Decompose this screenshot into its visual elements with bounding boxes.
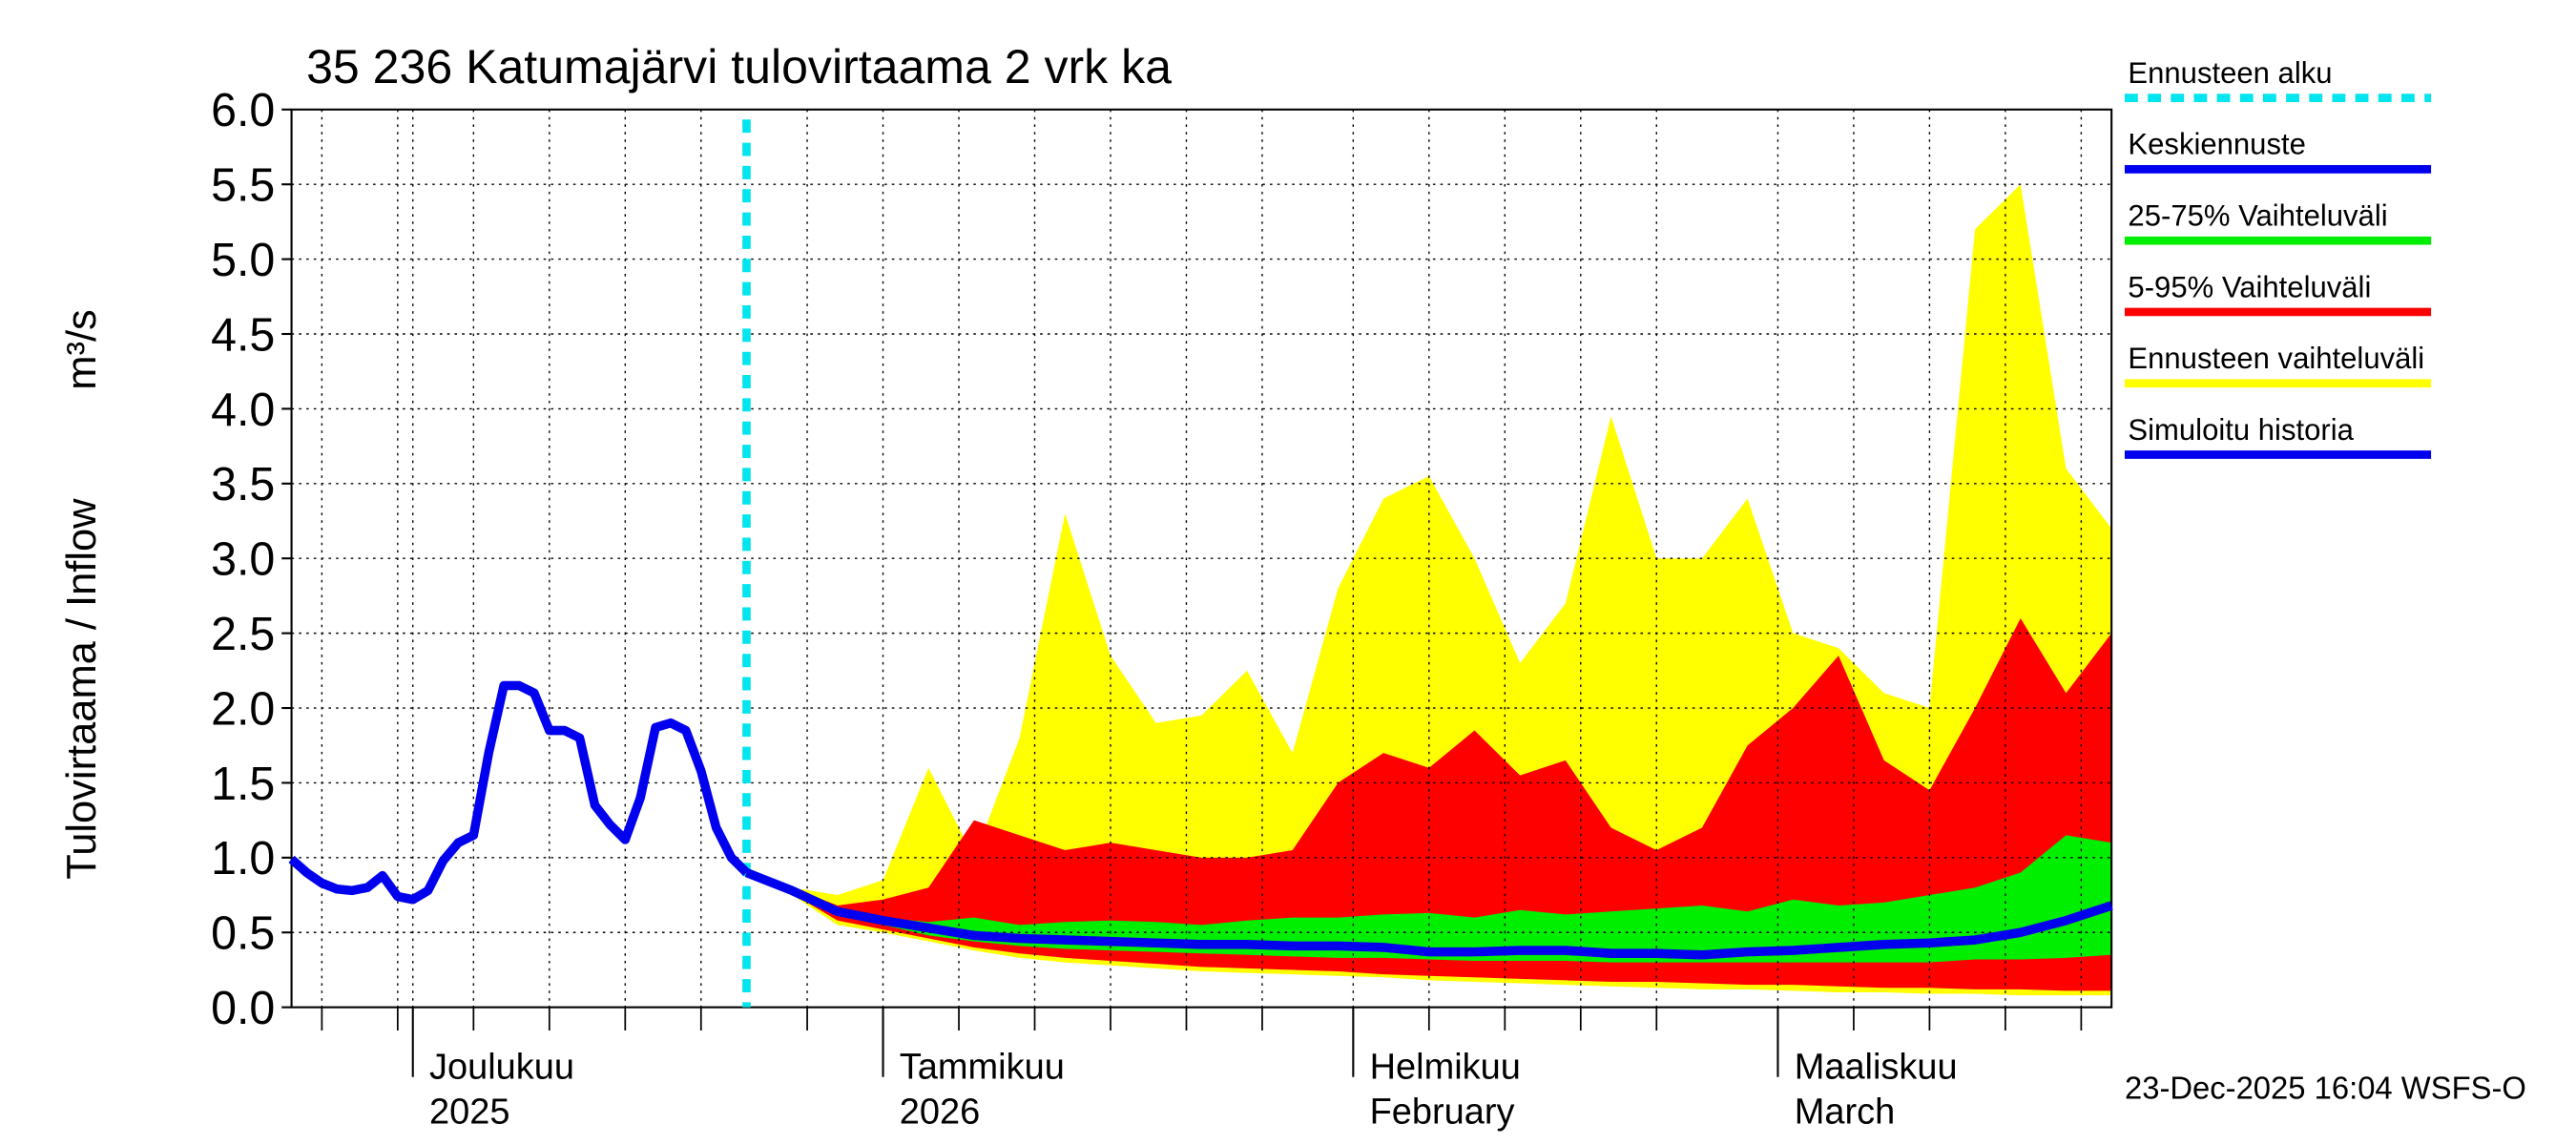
y-tick-label: 5.0 <box>211 235 275 286</box>
y-tick-label: 2.5 <box>211 609 275 660</box>
x-tick-label: 2025 <box>429 1091 509 1132</box>
y-axis-unit: m³/s <box>59 309 105 389</box>
y-tick-label: 3.5 <box>211 459 275 510</box>
series-line <box>288 680 750 905</box>
plot-area <box>281 108 2113 1077</box>
y-axis-label: Tulovirtaama / Inflow <box>59 498 105 880</box>
plot-frame <box>290 108 2113 1009</box>
band-area <box>746 835 2112 963</box>
legend-label: 5-95% Vaihteluväli <box>2128 270 2371 303</box>
series-line <box>744 868 2113 960</box>
x-tick-label: Maaliskuu <box>1795 1046 1958 1087</box>
legend-label: Ennusteen vaihteluväli <box>2128 342 2424 375</box>
y-tick-label: 3.0 <box>211 533 275 585</box>
legend-label: Simuloitu historia <box>2128 413 2354 447</box>
x-tick-label: Joulukuu <box>429 1046 574 1087</box>
x-tick-label: 2026 <box>900 1091 980 1132</box>
y-tick-label: 0.0 <box>211 983 275 1034</box>
x-tick-label: Helmikuu <box>1370 1046 1521 1087</box>
footer: 23-Dec-2025 16:04 WSFS-O <box>2125 1070 2526 1105</box>
chart-title: 35 236 Katumajärvi tulovirtaama 2 vrk ka <box>306 40 1172 94</box>
x-tick-label: Tammikuu <box>900 1046 1065 1087</box>
y-tick-label: 4.5 <box>211 309 275 361</box>
y-tick-label: 0.5 <box>211 907 275 959</box>
y-tick-label: 1.5 <box>211 759 275 810</box>
legend-label: Keskiennuste <box>2128 128 2305 161</box>
x-tick-label: March <box>1795 1091 1895 1132</box>
y-tick-label: 1.0 <box>211 833 275 885</box>
y-tick-label: 5.5 <box>211 159 275 211</box>
x-tick-label: February <box>1370 1091 1515 1132</box>
y-tick-label: 2.0 <box>211 683 275 735</box>
y-tick-label: 6.0 <box>211 85 275 136</box>
legend-label: 25-75% Vaihteluväli <box>2128 198 2387 232</box>
y-tick-label: 4.0 <box>211 385 275 436</box>
legend-label: Ennusteen alku <box>2128 56 2332 90</box>
